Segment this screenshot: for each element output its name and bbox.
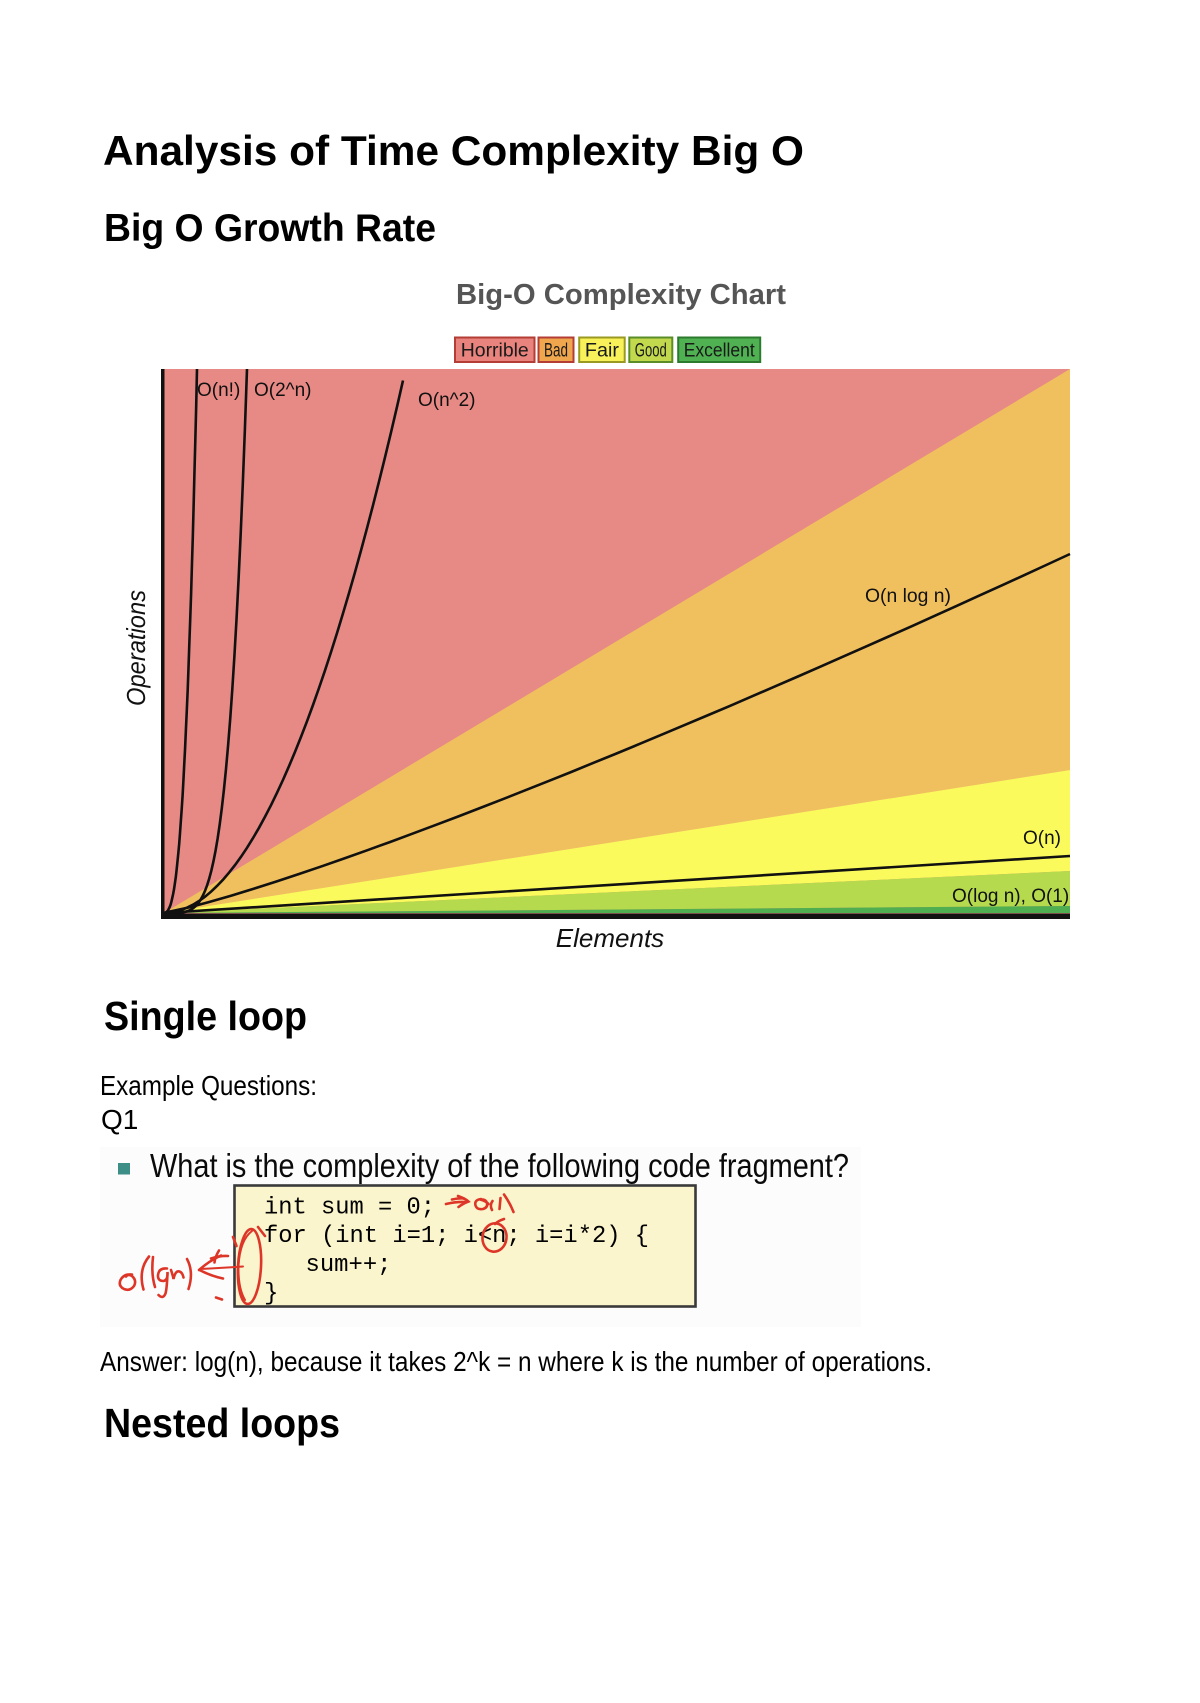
svg-text:Elements: Elements — [556, 923, 664, 953]
svg-text:What is the complexity of the: What is the complexity of the following … — [150, 1147, 849, 1184]
svg-text:Big-O Complexity Chart: Big-O Complexity Chart — [456, 279, 786, 311]
svg-text:O(n^2): O(n^2) — [418, 390, 475, 411]
svg-text:Operations: Operations — [121, 590, 151, 706]
svg-text:O(2^n): O(2^n) — [254, 380, 311, 401]
svg-text:Good: Good — [635, 341, 667, 362]
svg-text:Big O Growth Rate: Big O Growth Rate — [104, 207, 436, 250]
svg-text:Analysis of Time Complexity Bi: Analysis of Time Complexity Big O — [103, 127, 804, 174]
svg-text:O(log n), O(1): O(log n), O(1) — [952, 886, 1069, 907]
svg-text:Excellent: Excellent — [684, 341, 756, 362]
svg-text:int sum = 0;: int sum = 0; — [264, 1195, 435, 1222]
svg-text:Answer: log(n), because it tak: Answer: log(n), because it takes 2^k = n… — [100, 1346, 932, 1377]
svg-text:}: } — [264, 1281, 278, 1308]
svg-text:Example Questions:: Example Questions: — [100, 1070, 317, 1101]
svg-text:O(n): O(n) — [1023, 828, 1061, 849]
svg-text:Horrible: Horrible — [461, 341, 529, 362]
svg-text:sum++;: sum++; — [306, 1252, 392, 1279]
svg-text:Q1: Q1 — [101, 1104, 138, 1135]
svg-text:Fair: Fair — [585, 341, 620, 362]
svg-text:Bad: Bad — [544, 341, 568, 362]
svg-text:Single loop: Single loop — [104, 993, 307, 1039]
svg-text:O(n!): O(n!) — [197, 380, 240, 401]
svg-text:O(n log n): O(n log n) — [865, 586, 951, 607]
svg-text:for (int i=1; i<n; i=i*2) {: for (int i=1; i<n; i=i*2) { — [264, 1223, 649, 1250]
svg-text:Nested loops: Nested loops — [104, 1400, 340, 1446]
